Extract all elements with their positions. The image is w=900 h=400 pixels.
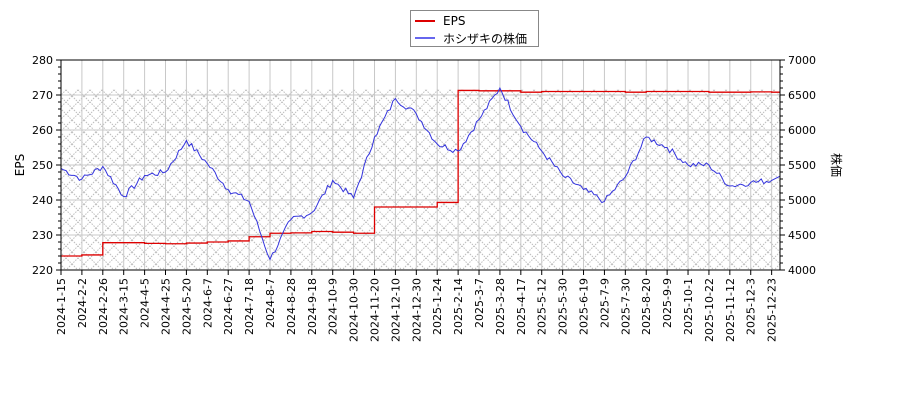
legend: EPS ホシザキの株価 (410, 10, 539, 47)
x-tick-label: 2024-2-26 (97, 278, 110, 335)
x-tick-label: 2025-2-14 (452, 278, 465, 335)
x-tick-label: 2024-4-25 (160, 278, 173, 335)
x-tick-label: 2025-6-19 (578, 278, 591, 335)
left-tick-label: 260 (32, 124, 53, 137)
eps-swatch-icon (415, 20, 435, 22)
left-tick-label: 240 (32, 194, 53, 207)
left-tick-label: 270 (32, 89, 53, 102)
x-tick-label: 2024-3-15 (118, 278, 131, 335)
legend-label-eps: EPS (443, 14, 466, 28)
x-tick-label: 2025-10-1 (682, 278, 695, 335)
left-axis-title: EPS (13, 154, 27, 176)
x-tick-label: 2025-5-12 (536, 278, 549, 335)
x-tick-label: 2024-12-30 (410, 278, 423, 342)
right-tick-label: 6000 (788, 124, 816, 137)
x-tick-label: 2025-7-9 (598, 278, 611, 328)
eps-line (61, 89, 780, 257)
x-tick-label: 2025-3-28 (494, 278, 507, 335)
x-tick-label: 2024-6-7 (201, 278, 214, 328)
x-tick-label: 2024-10-9 (327, 278, 340, 335)
left-tick-label: 250 (32, 159, 53, 172)
x-tick-label: 2024-4-5 (139, 278, 152, 328)
left-tick-label: 220 (32, 264, 53, 277)
x-tick-label: 2025-9-9 (661, 278, 674, 328)
right-tick-label: 5500 (788, 159, 816, 172)
x-tick-label: 2024-8-7 (264, 278, 277, 328)
x-tick-label: 2024-10-30 (348, 278, 361, 342)
x-tick-label: 2025-5-30 (557, 278, 570, 335)
legend-label-price: ホシザキの株価 (443, 31, 528, 46)
left-tick-label: 280 (32, 54, 53, 67)
grid (60, 59, 780, 271)
x-tick-label: 2025-3-7 (473, 278, 486, 328)
right-tick-label: 5000 (788, 194, 816, 207)
x-tick-label: 2025-1-24 (431, 278, 444, 335)
x-tick-label: 2024-2-2 (76, 278, 89, 328)
x-tick-label: 2024-5-20 (180, 278, 193, 335)
right-axis-title: 株価 (829, 153, 844, 177)
x-tick-label: 2025-8-20 (640, 278, 653, 335)
x-tick-label: 2024-8-28 (285, 278, 298, 335)
x-tick-label: 2024-6-27 (222, 278, 235, 335)
x-tick-label: 2025-4-17 (515, 278, 528, 335)
right-tick-label: 6500 (788, 89, 816, 102)
x-tick-label: 2025-12-3 (745, 278, 758, 335)
x-tick-label: 2024-7-18 (243, 278, 256, 335)
left-tick-label: 230 (32, 229, 53, 242)
right-tick-label: 4000 (788, 264, 816, 277)
x-tick-label: 2024-9-18 (306, 278, 319, 335)
x-tick-label: 2024-12-10 (389, 278, 402, 342)
x-tick-label: 2025-12-23 (766, 278, 779, 342)
left-axis: 220 230 240 250 260 270 280 (32, 54, 61, 277)
right-axis: 4000 4500 5000 5500 6000 6500 7000 (780, 54, 816, 277)
price-line (60, 86, 781, 261)
x-tick-label: 2025-7-30 (619, 278, 632, 335)
legend-item-eps: EPS (415, 13, 465, 29)
x-tick-label: 2024-1-15 (55, 278, 68, 335)
right-tick-label: 7000 (788, 54, 816, 67)
x-tick-label: 2024-11-20 (369, 278, 382, 342)
legend-item-price: ホシザキの株価 (415, 30, 527, 46)
price-swatch-icon (415, 37, 435, 39)
x-axis: 2024-1-15 2024-2-2 2024-2-26 2024-3-15 2024-… (55, 270, 779, 342)
hatch-region (61, 89, 780, 270)
x-tick-label: 2025-10-22 (703, 278, 716, 342)
x-tick-label: 2025-11-12 (724, 278, 737, 342)
right-tick-label: 4500 (788, 229, 816, 242)
